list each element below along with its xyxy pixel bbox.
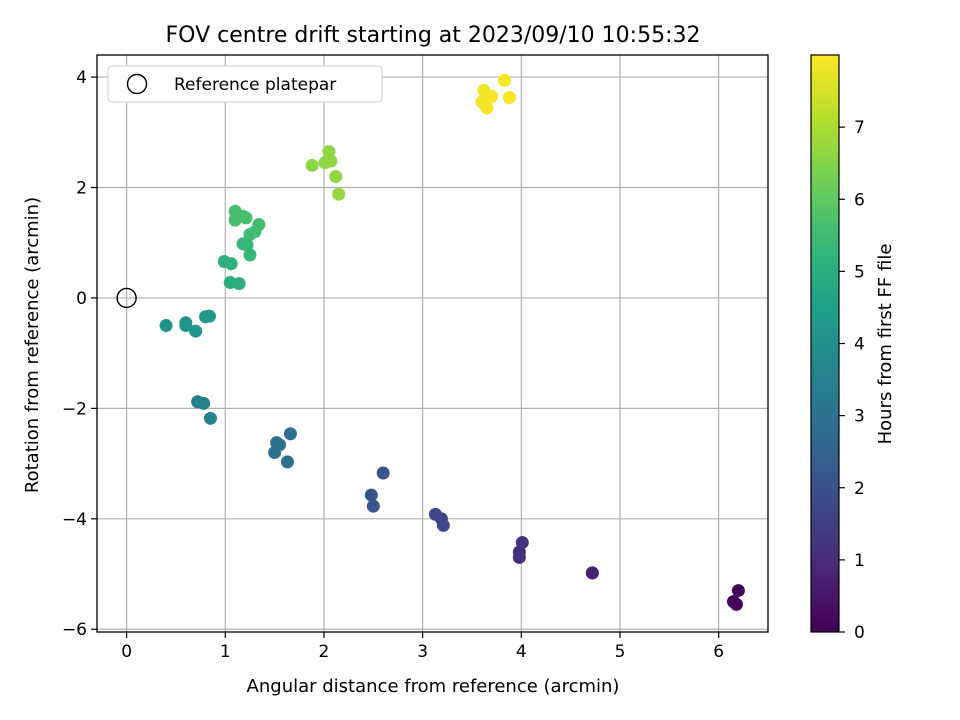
data-point xyxy=(332,187,346,201)
data-point xyxy=(283,427,297,441)
data-point xyxy=(224,257,238,271)
x-tick-label: 6 xyxy=(713,642,724,662)
data-point xyxy=(436,518,450,532)
colorbar-tick-label: 2 xyxy=(854,479,865,499)
plot-frame xyxy=(96,54,769,633)
legend: Reference platepar xyxy=(107,65,383,103)
data-point xyxy=(239,211,253,225)
legend-box xyxy=(107,65,383,103)
data-point xyxy=(729,597,743,611)
colorbar-tick-label: 5 xyxy=(854,262,865,282)
data-point xyxy=(498,73,512,87)
legend-entry-label: Reference platepar xyxy=(174,75,336,95)
data-point xyxy=(159,319,173,333)
x-tick-label: 3 xyxy=(417,642,428,662)
colorbar-tick-label: 1 xyxy=(854,551,865,571)
data-point xyxy=(232,277,246,291)
data-point xyxy=(273,438,287,452)
reference-platepar-marker xyxy=(116,287,137,309)
data-point xyxy=(329,169,343,183)
colorbar-tick-label: 6 xyxy=(854,190,865,210)
y-tick-label: −6 xyxy=(62,620,87,640)
data-point xyxy=(366,499,380,513)
y-tick-label: 0 xyxy=(76,289,87,309)
data-point xyxy=(324,154,338,168)
legend-marker xyxy=(126,73,148,95)
colorbar-tick-label: 4 xyxy=(854,335,865,355)
data-point xyxy=(179,319,193,333)
x-axis-label: Angular distance from reference (arcmin) xyxy=(247,676,620,697)
colorbar-tick-label: 7 xyxy=(854,118,865,138)
chart-title: FOV centre drift starting at 2023/09/10 … xyxy=(166,23,701,48)
colorbar-gradient xyxy=(810,54,840,633)
data-point xyxy=(376,466,390,480)
x-tick-label: 1 xyxy=(220,642,231,662)
axis-ticks: 0 1 2 3 4 5 6 −6 −4 −2 0 2 4 xyxy=(62,68,724,662)
y-axis-label: Rotation from reference (arcmin) xyxy=(22,197,43,493)
colorbar-tick-label: 0 xyxy=(854,623,865,643)
data-point xyxy=(502,91,516,105)
data-point xyxy=(240,238,254,252)
data-point xyxy=(202,309,216,323)
reference-marker-group xyxy=(116,287,137,309)
data-point xyxy=(585,566,599,580)
colorbar-ticks: 0 1 2 3 4 5 6 7 xyxy=(839,118,865,643)
data-point xyxy=(243,248,257,262)
data-point xyxy=(189,324,203,338)
colorbar-label: Hours from first FF file xyxy=(875,244,896,445)
data-point xyxy=(305,158,319,172)
data-point xyxy=(280,455,294,469)
data-point xyxy=(197,396,211,410)
x-tick-label: 2 xyxy=(319,642,330,662)
y-tick-label: −2 xyxy=(62,399,87,419)
colorbar-tick-label: 3 xyxy=(854,407,865,427)
colorbar: 0 1 2 3 4 5 6 7 Hours from first FF file xyxy=(810,54,896,643)
data-point xyxy=(480,101,494,115)
y-tick-label: 4 xyxy=(76,68,87,88)
data-point xyxy=(364,488,378,502)
x-tick-label: 5 xyxy=(615,642,626,662)
scatter-points xyxy=(159,73,745,611)
x-tick-label: 4 xyxy=(516,642,527,662)
x-tick-label: 0 xyxy=(121,642,132,662)
y-tick-label: 2 xyxy=(76,179,87,199)
y-tick-label: −4 xyxy=(62,510,87,530)
data-point xyxy=(252,218,266,232)
data-point xyxy=(203,411,217,425)
data-point xyxy=(731,584,745,598)
data-point xyxy=(515,536,529,550)
data-point xyxy=(485,89,499,103)
